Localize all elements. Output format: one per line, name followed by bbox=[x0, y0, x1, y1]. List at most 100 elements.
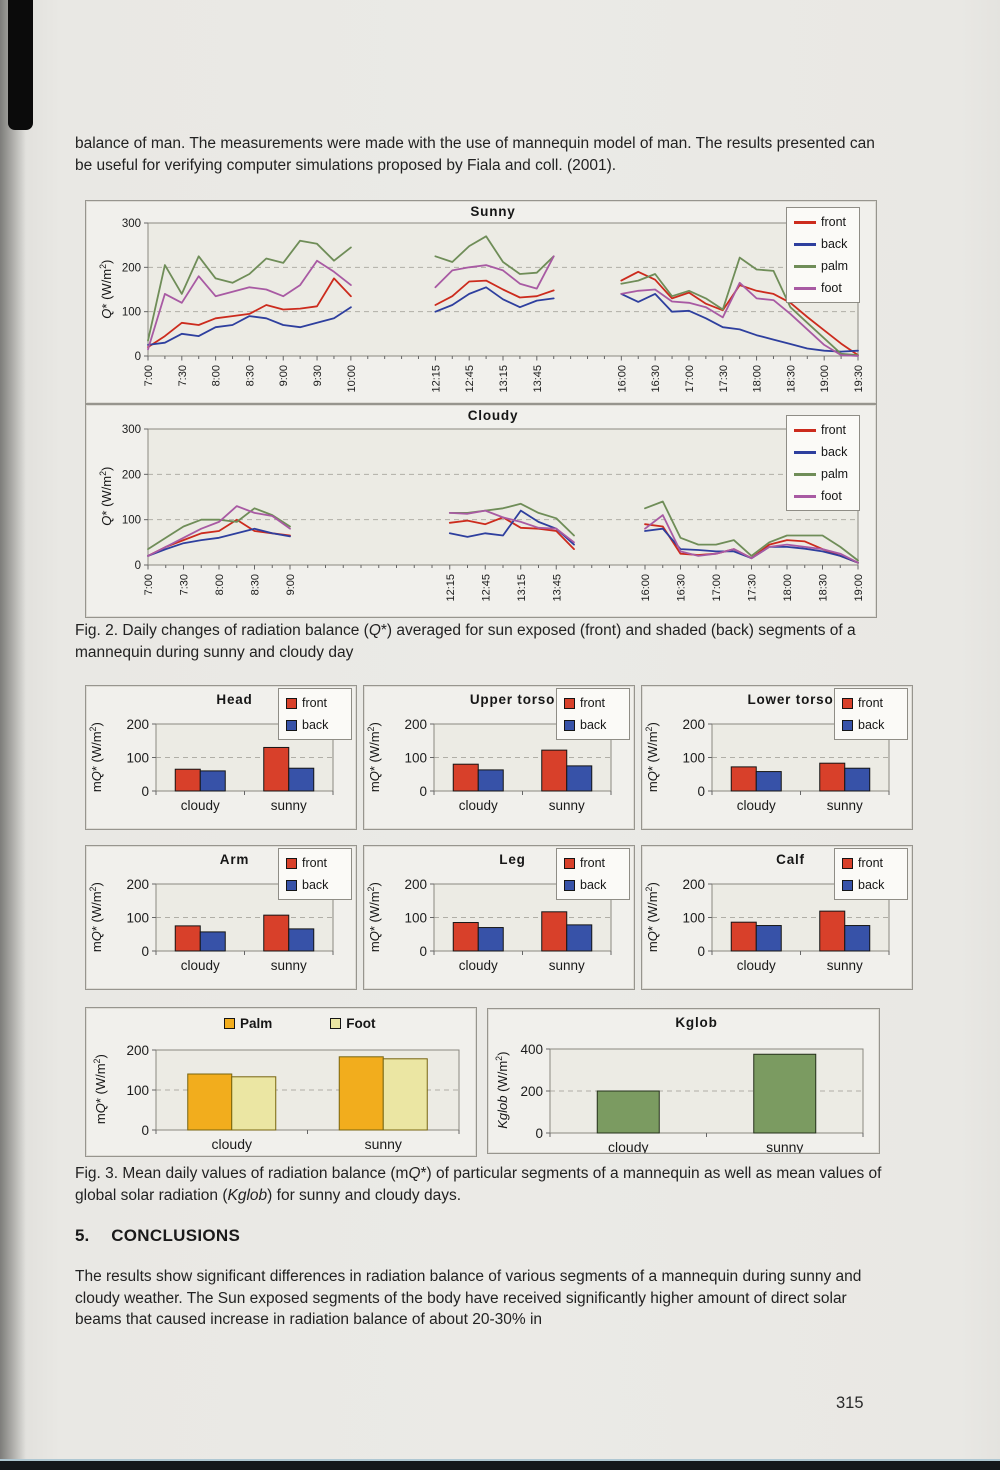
calf-legend-back: back bbox=[842, 878, 900, 892]
svg-text:sunny: sunny bbox=[271, 958, 307, 973]
back-swatch bbox=[842, 719, 853, 731]
back-swatch bbox=[794, 450, 816, 454]
svg-text:0: 0 bbox=[141, 944, 149, 959]
cloudy-line-chart: Cloudy Q* (W/m2) 0 100 200 300 7:00 7:30 8:00 8:3… bbox=[85, 404, 877, 618]
svg-text:8:30: 8:30 bbox=[244, 365, 256, 386]
calf-bar-chart: Calf mQ* (W/m2) 0 100 200 cloudy sunny front bac… bbox=[641, 845, 913, 990]
palm_foot-legend-label-Palm: Palm bbox=[240, 1016, 273, 1031]
arm-legend-front: front bbox=[286, 856, 344, 870]
arm-legend-label-back: back bbox=[302, 878, 329, 892]
svg-text:18:30: 18:30 bbox=[785, 365, 797, 393]
back-swatch bbox=[794, 242, 816, 246]
svg-text:16:30: 16:30 bbox=[676, 574, 688, 602]
conclusions-paragraph: The results show significant differences… bbox=[75, 1268, 862, 1328]
calf-legend: front back bbox=[834, 848, 908, 900]
arm-title: Arm bbox=[219, 852, 250, 867]
sunny-legend: front back palm foot bbox=[786, 207, 860, 303]
svg-text:200: 200 bbox=[682, 717, 705, 732]
back-swatch bbox=[286, 879, 297, 891]
svg-text:cloudy: cloudy bbox=[181, 798, 220, 813]
sunny-legend-label-foot: foot bbox=[821, 281, 842, 295]
svg-text:12:15: 12:15 bbox=[445, 574, 457, 602]
scan-left-edge-shadow bbox=[0, 0, 26, 1470]
svg-text:10:00: 10:00 bbox=[346, 365, 358, 393]
svg-text:sunny: sunny bbox=[766, 1139, 803, 1153]
cloudy-legend-front: front bbox=[794, 423, 852, 437]
foot-swatch bbox=[794, 494, 816, 498]
upper-torso-bar-chart: Upper torso mQ* (W/m2) 0 100 200 cloudy sunny f… bbox=[363, 685, 635, 830]
kglob-plot-area: 0 200 400 cloudy sunny bbox=[520, 1042, 864, 1153]
head-legend-label-back: back bbox=[302, 718, 329, 732]
palm_foot-legend: Palm Foot bbox=[224, 1016, 376, 1031]
leg-bar-chart: Leg mQ* (W/m2) 0 100 200 cloudy sunny front back bbox=[363, 845, 635, 990]
head-legend-back: back bbox=[286, 718, 344, 732]
svg-text:100: 100 bbox=[122, 307, 141, 319]
scan-bottom-edge bbox=[0, 1459, 1000, 1470]
front-swatch bbox=[794, 428, 816, 432]
svg-text:8:30: 8:30 bbox=[250, 574, 262, 595]
front-swatch bbox=[842, 857, 853, 869]
leg-legend-label-front: front bbox=[580, 856, 606, 870]
cloudy-legend-label-palm: palm bbox=[821, 467, 849, 481]
front-swatch bbox=[794, 220, 816, 224]
arm-plot-area: 0 100 200 cloudy sunny bbox=[126, 877, 334, 973]
leg-plot-area: 0 100 200 cloudy sunny bbox=[404, 877, 612, 973]
calf-legend-label-back: back bbox=[858, 878, 885, 892]
scan-corner-bar bbox=[8, 0, 33, 130]
upper_torso-legend-back: back bbox=[564, 718, 622, 732]
leg-legend-back: back bbox=[564, 878, 622, 892]
svg-text:12:45: 12:45 bbox=[464, 365, 476, 393]
front-swatch bbox=[842, 697, 853, 709]
svg-text:19:30: 19:30 bbox=[853, 365, 865, 393]
cloudy-legend-label-foot: foot bbox=[821, 489, 842, 503]
fig2-caption: Fig. 2. Daily changes of radiation balan… bbox=[75, 622, 856, 661]
leg-title: Leg bbox=[499, 852, 526, 867]
sunny-legend-palm: palm bbox=[794, 259, 852, 273]
svg-text:400: 400 bbox=[520, 1042, 543, 1057]
svg-text:0: 0 bbox=[135, 351, 141, 363]
svg-text:cloudy: cloudy bbox=[737, 798, 776, 813]
sunny-plot-area: 0 100 200 300 7:00 7:30 8:00 8:30 9:00 9:30 10:00 1… bbox=[122, 218, 865, 393]
svg-text:cloudy: cloudy bbox=[459, 798, 498, 813]
svg-text:200: 200 bbox=[126, 717, 149, 732]
cloudy-legend: front back palm foot bbox=[786, 415, 860, 511]
Palm-swatch bbox=[224, 1018, 235, 1029]
head-legend-label-front: front bbox=[302, 696, 328, 710]
svg-text:sunny: sunny bbox=[827, 958, 863, 973]
cloudy-legend-back: back bbox=[794, 445, 852, 459]
sunny-legend-label-front: front bbox=[821, 215, 847, 229]
svg-text:100: 100 bbox=[404, 911, 427, 926]
svg-text:200: 200 bbox=[682, 877, 705, 892]
cloudy-legend-label-back: back bbox=[821, 445, 848, 459]
svg-text:100: 100 bbox=[682, 911, 705, 926]
sunny-legend-foot: foot bbox=[794, 281, 852, 295]
svg-text:cloudy: cloudy bbox=[459, 958, 498, 973]
head-bar-chart: Head mQ* (W/m2) 0 100 200 cloudy sunny front bac… bbox=[85, 685, 357, 830]
svg-text:300: 300 bbox=[122, 218, 141, 230]
sunny-legend-front: front bbox=[794, 215, 852, 229]
front-swatch bbox=[564, 697, 575, 709]
lower-torso-bar-chart: Lower torso mQ* (W/m2) 0 100 200 cloudy sunny f… bbox=[641, 685, 913, 830]
calf-legend-front: front bbox=[842, 856, 900, 870]
lower_torso-legend-label-back: back bbox=[858, 718, 885, 732]
arm-legend: front back bbox=[278, 848, 352, 900]
palm-swatch bbox=[794, 264, 816, 268]
leg-legend-front: front bbox=[564, 856, 622, 870]
svg-text:9:30: 9:30 bbox=[312, 365, 324, 386]
svg-text:100: 100 bbox=[126, 1083, 149, 1098]
upper_torso-title: Upper torso bbox=[469, 692, 556, 707]
arm-legend-label-front: front bbox=[302, 856, 328, 870]
svg-text:sunny: sunny bbox=[365, 1136, 402, 1152]
svg-text:cloudy: cloudy bbox=[608, 1139, 648, 1153]
intro-paragraph: balance of man. The measurements were ma… bbox=[75, 135, 875, 174]
back-swatch bbox=[842, 879, 853, 891]
lower_torso-title: Lower torso bbox=[747, 692, 834, 707]
head-title: Head bbox=[216, 692, 253, 707]
svg-text:200: 200 bbox=[404, 717, 427, 732]
svg-text:300: 300 bbox=[122, 424, 141, 436]
svg-text:100: 100 bbox=[126, 911, 149, 926]
head-legend-front: front bbox=[286, 696, 344, 710]
svg-text:100: 100 bbox=[122, 515, 141, 527]
svg-text:18:30: 18:30 bbox=[818, 574, 830, 602]
